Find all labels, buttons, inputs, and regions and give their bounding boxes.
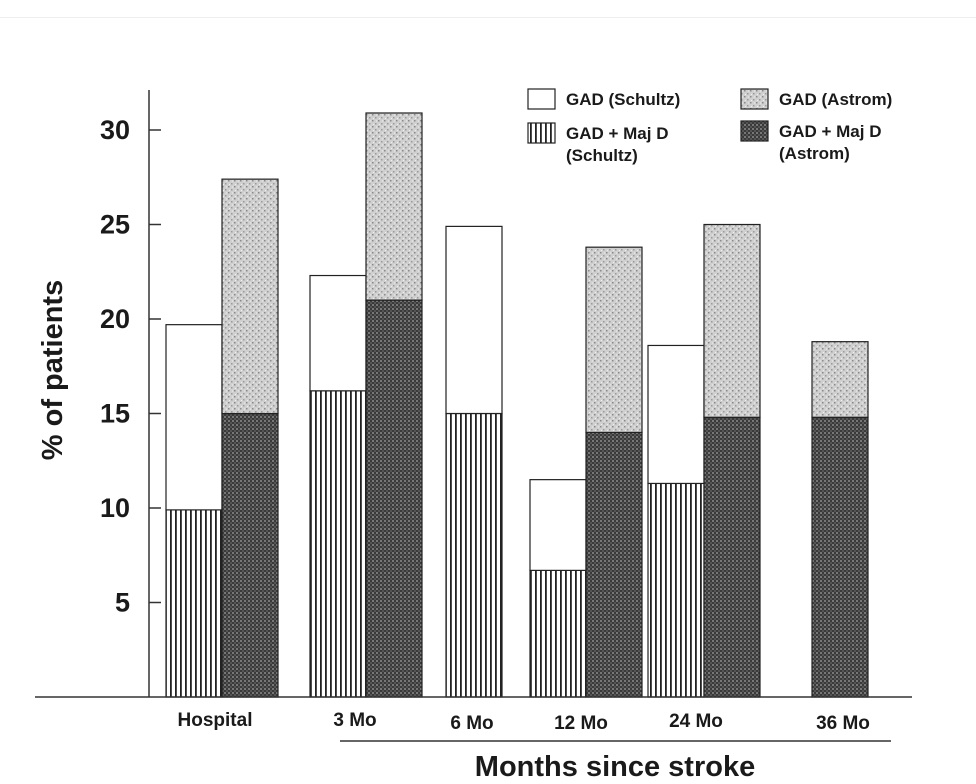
legend-label-gad-majd-schultz-line2: (Schultz) bbox=[566, 146, 638, 165]
bar-24-mo-astrom-gad-majd bbox=[703, 416, 761, 698]
bars-layer bbox=[165, 112, 869, 698]
y-tick-label-5: 5 bbox=[115, 588, 130, 618]
legend-label-gad-schultz: GAD (Schultz) bbox=[566, 90, 680, 109]
category-label-36-mo: 36 Mo bbox=[816, 713, 870, 734]
legend-swatch-gad-astrom bbox=[740, 88, 769, 110]
bar-12-mo-astrom-gad-majd bbox=[585, 431, 643, 698]
category-label-3-mo: 3 Mo bbox=[333, 710, 376, 731]
bar-3-mo-schultz-gad-majd bbox=[309, 390, 367, 698]
legend-label-gad-majd-astrom: GAD + Maj D bbox=[779, 122, 882, 141]
bar-24-mo-astrom-gad bbox=[703, 223, 761, 418]
x-category-labels: Hospital 3 Mo 6 Mo 12 Mo 24 Mo 36 Mo bbox=[178, 710, 870, 734]
bar-24-mo-schultz-gad-majd bbox=[647, 482, 705, 698]
legend-label-gad-majd-schultz: GAD + Maj D bbox=[566, 124, 669, 143]
bar-12-mo-astrom-gad bbox=[585, 246, 643, 433]
legend-label-gad-majd-astrom-line2: (Astrom) bbox=[779, 144, 850, 163]
y-ticks: 5 10 15 20 25 30 bbox=[100, 115, 161, 618]
bar-3-mo-schultz-gad bbox=[309, 274, 367, 392]
page-top-divider bbox=[0, 17, 976, 18]
legend-swatch-gad-schultz bbox=[527, 88, 556, 110]
y-tick-label-30: 30 bbox=[100, 115, 130, 145]
bar-3-mo-astrom-gad bbox=[365, 112, 423, 301]
bar-36-mo-astrom-gad bbox=[811, 341, 869, 418]
y-tick-label-10: 10 bbox=[100, 493, 130, 523]
category-label-6-mo: 6 Mo bbox=[450, 713, 493, 734]
bar-12-mo-schultz-gad-majd bbox=[529, 569, 587, 698]
bar-hospital-astrom-gad-majd bbox=[221, 412, 279, 698]
bar-24-mo-schultz-gad bbox=[647, 344, 705, 485]
legend: GAD (Schultz) GAD (Astrom) GAD + Maj D (Sch… bbox=[527, 88, 892, 165]
bar-36-mo-astrom-gad-majd bbox=[811, 416, 869, 698]
legend-swatch-gad-majd-astrom bbox=[740, 120, 769, 142]
legend-swatch-gad-majd-schultz bbox=[527, 122, 556, 144]
bar-hospital-astrom-gad bbox=[221, 178, 279, 415]
bar-6-mo-schultz-gad-majd bbox=[445, 412, 503, 698]
bar-hospital-schultz-gad-majd bbox=[165, 509, 223, 698]
y-tick-label-15: 15 bbox=[100, 399, 130, 429]
category-label-hospital: Hospital bbox=[178, 710, 253, 731]
y-tick-label-20: 20 bbox=[100, 304, 130, 334]
category-label-24-mo: 24 Mo bbox=[669, 711, 723, 732]
y-tick-label-25: 25 bbox=[100, 210, 130, 240]
bar-12-mo-schultz-gad bbox=[529, 479, 587, 571]
y-axis-title: % of patients bbox=[37, 280, 69, 460]
x-axis-title: Months since stroke bbox=[475, 751, 755, 783]
bar-hospital-schultz-gad bbox=[165, 324, 223, 511]
legend-label-gad-astrom: GAD (Astrom) bbox=[779, 90, 892, 109]
bar-6-mo-schultz-gad bbox=[445, 225, 503, 415]
bar-3-mo-astrom-gad-majd bbox=[365, 299, 423, 698]
category-label-12-mo: 12 Mo bbox=[554, 713, 608, 734]
